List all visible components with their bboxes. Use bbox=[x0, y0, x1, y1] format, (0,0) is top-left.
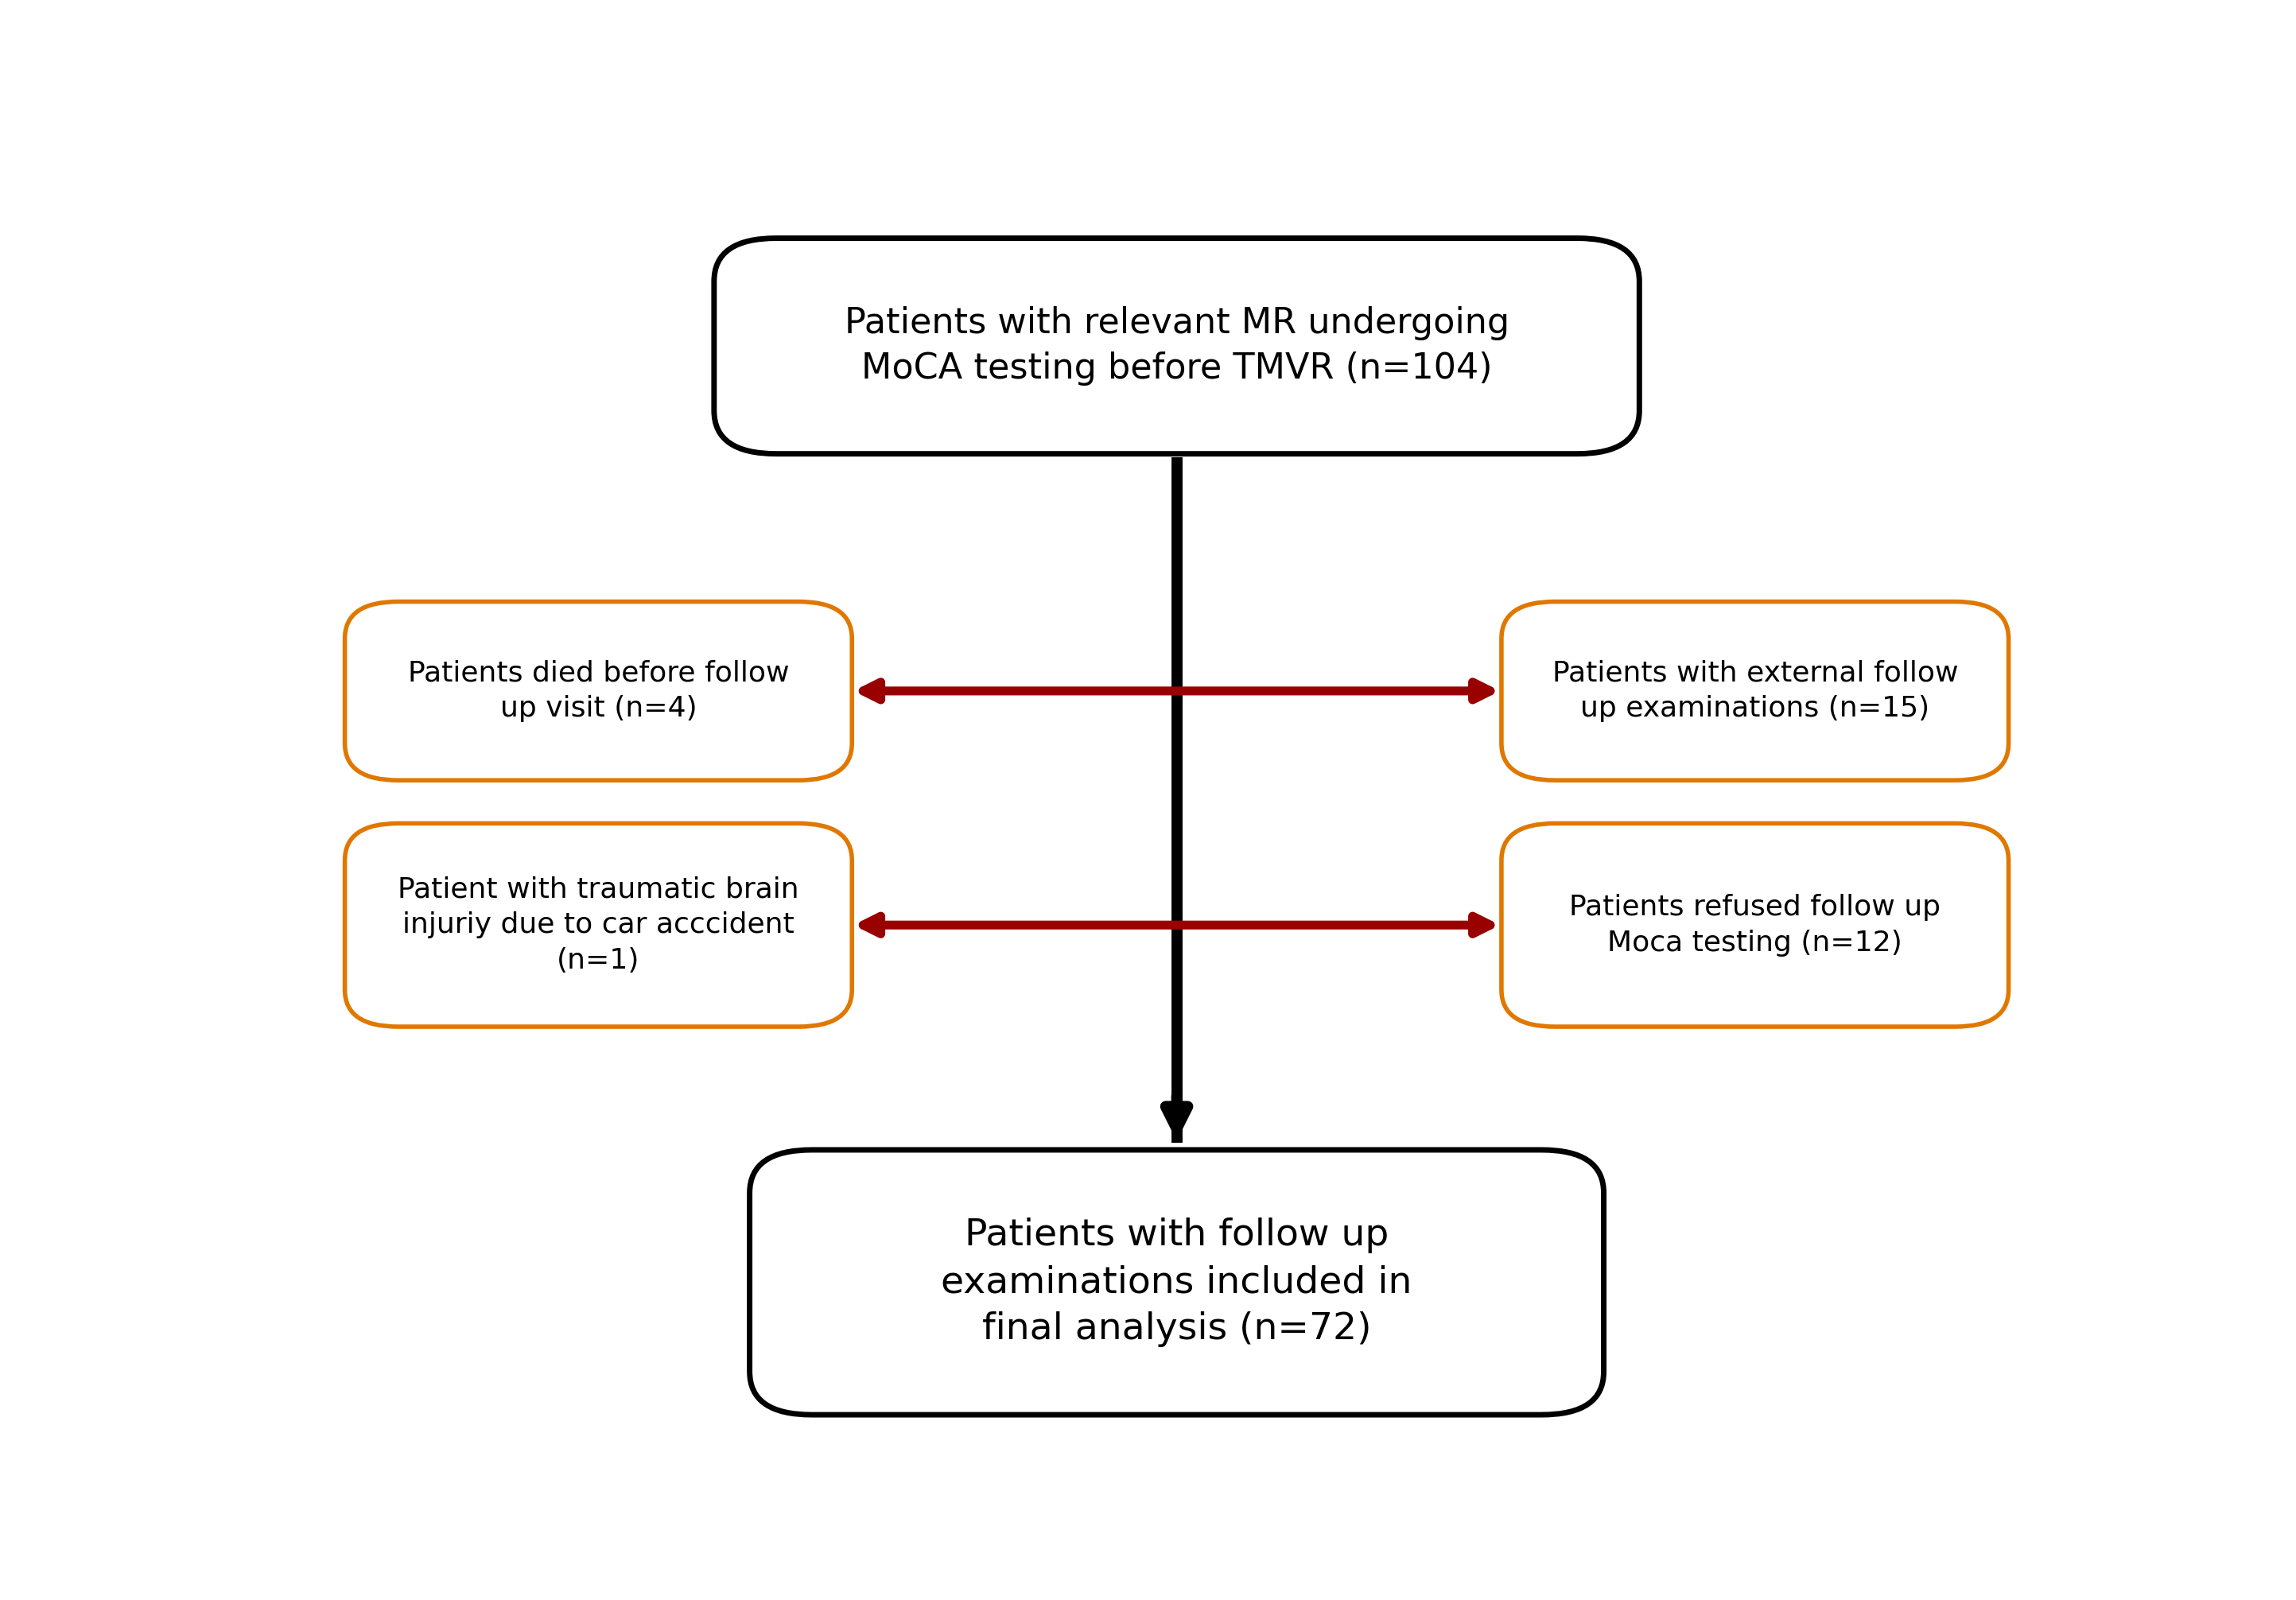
Text: Patients with follow up
examinations included in
final analysis (n=72): Patients with follow up examinations inc… bbox=[941, 1218, 1412, 1347]
Text: Patients refused follow up
Moca testing (n=12): Patients refused follow up Moca testing … bbox=[1568, 894, 1940, 957]
Text: Patients died before follow
up visit (n=4): Patients died before follow up visit (n=… bbox=[409, 659, 790, 722]
FancyBboxPatch shape bbox=[714, 238, 1639, 454]
FancyBboxPatch shape bbox=[344, 824, 852, 1027]
FancyBboxPatch shape bbox=[344, 602, 852, 781]
Text: Patient with traumatic brain
injuriy due to car acccident
(n=1): Patient with traumatic brain injuriy due… bbox=[397, 875, 799, 974]
Text: Patients with relevant MR undergoing
MoCA testing before TMVR (n=104): Patients with relevant MR undergoing MoC… bbox=[845, 306, 1508, 386]
FancyBboxPatch shape bbox=[1502, 824, 2009, 1027]
Text: Patients with external follow
up examinations (n=15): Patients with external follow up examina… bbox=[1552, 659, 1958, 722]
FancyBboxPatch shape bbox=[1502, 602, 2009, 781]
FancyBboxPatch shape bbox=[751, 1150, 1603, 1414]
